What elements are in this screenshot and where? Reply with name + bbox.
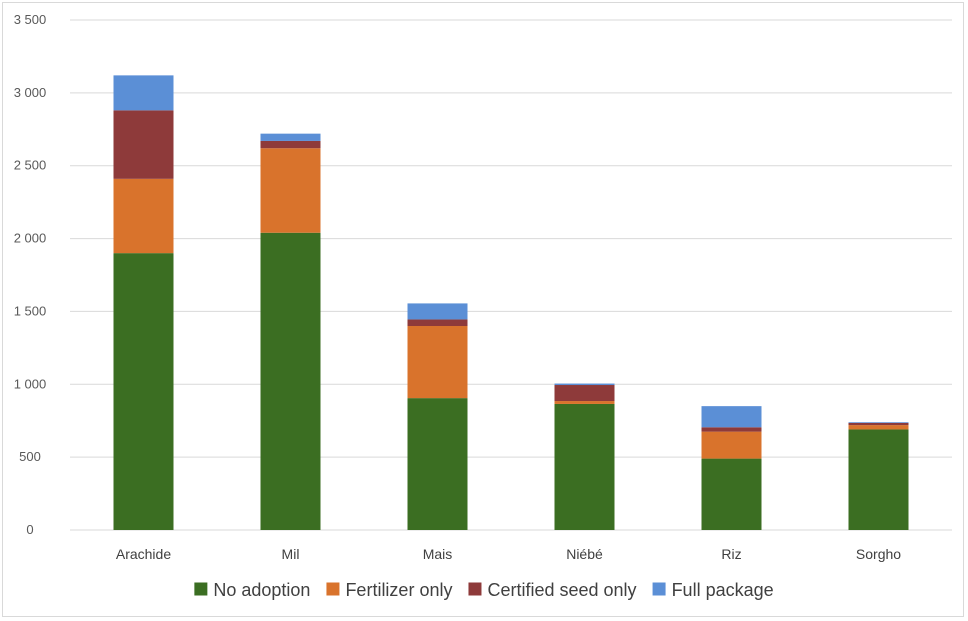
bar-segment-fertilizer-only bbox=[554, 401, 615, 404]
x-axis-category-labels: Arachide Mil Mais Niébé Riz Sorgho bbox=[116, 546, 901, 562]
bar-segment-full-package bbox=[554, 383, 615, 386]
bar-stack-mais bbox=[407, 303, 468, 530]
bar-segment-certified-seed-only bbox=[407, 319, 468, 326]
bar-segment-certified-seed-only bbox=[701, 427, 762, 432]
bar-segment-no-adoption bbox=[848, 429, 909, 530]
x-category-label: Arachide bbox=[116, 546, 171, 562]
x-category-label: Sorgho bbox=[856, 546, 901, 562]
bar-stack-mil bbox=[260, 133, 321, 530]
bar-segment-certified-seed-only bbox=[554, 385, 615, 402]
bar-segment-no-adoption bbox=[113, 253, 174, 530]
legend-item-certified-seed-only: Certified seed only bbox=[468, 580, 637, 600]
y-tick-label: 500 bbox=[19, 449, 41, 464]
legend-swatch bbox=[468, 582, 482, 596]
bar-stack-niébé bbox=[554, 383, 615, 530]
bar-stack-riz bbox=[701, 406, 762, 530]
y-axis-tick-labels: 0 500 1 000 1 500 2 000 2 500 3 000 3 500 bbox=[14, 12, 47, 537]
x-category-label: Niébé bbox=[566, 546, 603, 562]
x-category-label: Riz bbox=[721, 546, 741, 562]
y-tick-label: 0 bbox=[26, 522, 33, 537]
legend-swatch bbox=[194, 582, 208, 596]
bar-segment-fertilizer-only bbox=[407, 326, 468, 399]
bars bbox=[113, 75, 909, 530]
bar-segment-certified-seed-only bbox=[260, 140, 321, 149]
bar-segment-full-package bbox=[701, 406, 762, 428]
legend: No adoption Fertilizer only Certified seed… bbox=[194, 580, 774, 600]
bar-segment-certified-seed-only bbox=[113, 110, 174, 179]
legend-label: Fertilizer only bbox=[345, 580, 452, 600]
bar-segment-full-package bbox=[260, 133, 321, 141]
legend-item-fertilizer-only: Fertilizer only bbox=[326, 580, 452, 600]
x-category-label: Mil bbox=[282, 546, 300, 562]
legend-label: Certified seed only bbox=[487, 580, 636, 600]
bar-segment-no-adoption bbox=[701, 458, 762, 530]
bar-segment-fertilizer-only bbox=[260, 148, 321, 233]
bar-segment-full-package bbox=[407, 303, 468, 320]
bar-segment-fertilizer-only bbox=[701, 431, 762, 459]
bar-segment-no-adoption bbox=[554, 403, 615, 530]
legend-swatch bbox=[326, 582, 340, 596]
bar-segment-fertilizer-only bbox=[113, 178, 174, 254]
legend-label: No adoption bbox=[213, 580, 310, 600]
x-category-label: Mais bbox=[423, 546, 453, 562]
bar-segment-no-adoption bbox=[407, 398, 468, 530]
y-tick-label: 1 500 bbox=[14, 303, 47, 318]
y-tick-label: 2 500 bbox=[14, 158, 47, 173]
y-tick-label: 1 000 bbox=[14, 376, 47, 391]
bar-stack-sorgho bbox=[848, 422, 909, 530]
bar-segment-no-adoption bbox=[260, 232, 321, 530]
y-tick-label: 3 000 bbox=[14, 85, 47, 100]
legend-swatch bbox=[652, 582, 666, 596]
legend-label: Full package bbox=[672, 580, 774, 600]
bar-segment-full-package bbox=[113, 75, 174, 111]
legend-item-no-adoption: No adoption bbox=[194, 580, 310, 600]
bar-stack-arachide bbox=[113, 75, 174, 530]
bar-segment-full-package bbox=[848, 422, 909, 423]
y-tick-label: 2 000 bbox=[14, 231, 47, 246]
legend-item-full-package: Full package bbox=[652, 580, 774, 600]
gridlines bbox=[70, 19, 952, 531]
bar-segment-fertilizer-only bbox=[848, 425, 909, 430]
bar-segment-certified-seed-only bbox=[848, 422, 909, 426]
y-tick-label: 3 500 bbox=[14, 12, 47, 27]
